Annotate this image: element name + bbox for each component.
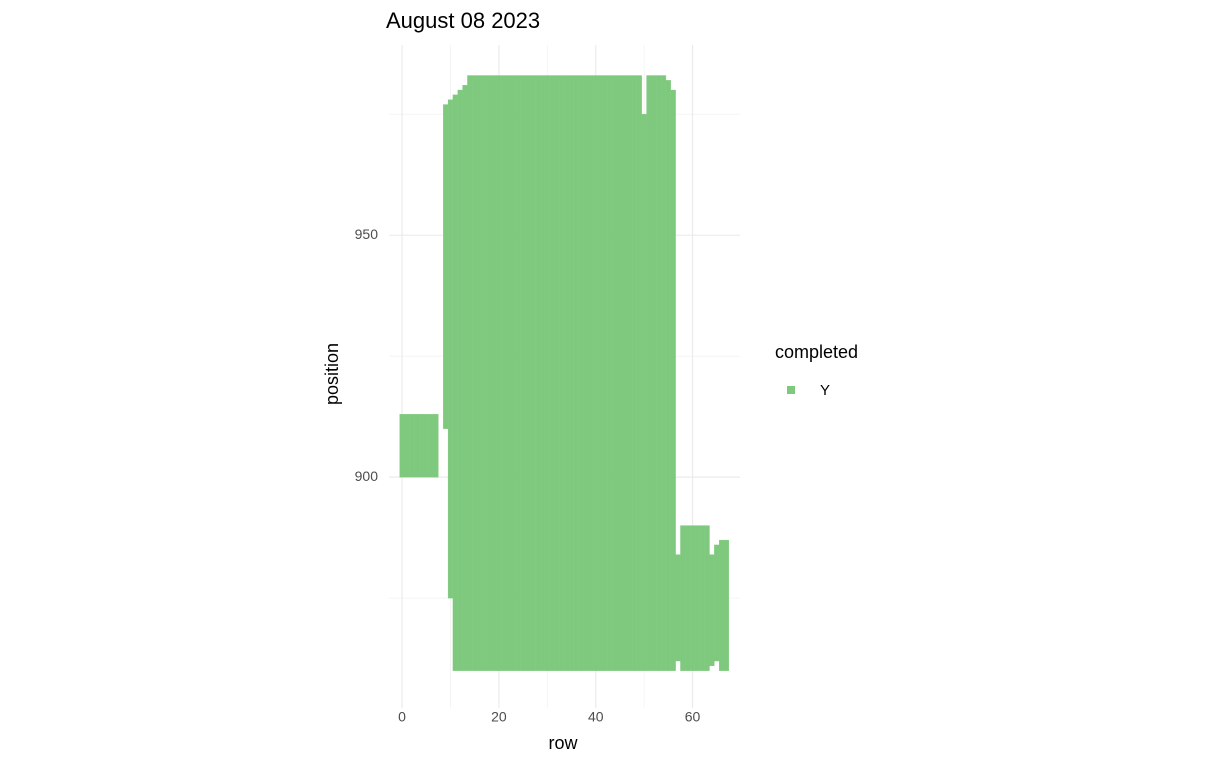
tile (428, 414, 434, 478)
tile (447, 99, 454, 599)
x-axis-label: row (548, 733, 578, 753)
tile (414, 414, 420, 478)
tile (515, 75, 521, 671)
tile (554, 75, 560, 671)
tile (689, 525, 696, 671)
tile (491, 75, 497, 671)
legend-title: completed (775, 342, 858, 362)
tile (564, 75, 570, 671)
tile (694, 525, 700, 671)
tile (530, 75, 536, 671)
tile (709, 554, 715, 667)
legend-label: Y (820, 382, 830, 399)
tile (680, 525, 686, 671)
tile (665, 80, 671, 671)
tile (593, 75, 599, 671)
tile (496, 75, 502, 671)
tile (544, 75, 550, 671)
tile (723, 539, 730, 671)
tile (457, 89, 463, 671)
tile (714, 544, 720, 662)
chart-title: August 08 2023 (386, 8, 540, 33)
tile (409, 414, 415, 478)
tile (481, 75, 487, 671)
x-tick-label: 60 (685, 709, 701, 725)
tile (443, 104, 449, 429)
tile (685, 525, 691, 671)
tile (627, 75, 633, 671)
x-tick-label: 0 (398, 709, 406, 725)
tile (578, 75, 584, 671)
tile (404, 414, 410, 478)
tile (399, 414, 405, 478)
tile (501, 75, 507, 671)
tile (433, 414, 439, 478)
tile (559, 75, 565, 671)
tile (646, 75, 652, 671)
tile (719, 539, 725, 671)
tile (476, 75, 483, 671)
tile (636, 75, 642, 671)
tile (699, 525, 705, 671)
y-tick-label: 900 (355, 468, 379, 484)
tile (612, 75, 618, 671)
tile (549, 75, 555, 671)
tile (418, 414, 425, 478)
tile (535, 75, 541, 671)
tile (467, 75, 473, 671)
tile (583, 75, 589, 671)
tile (452, 94, 458, 671)
tile (462, 85, 468, 671)
tile (525, 75, 531, 671)
tile (539, 75, 546, 671)
tile (670, 89, 676, 671)
tile (506, 75, 512, 671)
tile (631, 75, 638, 671)
y-tick-label: 950 (355, 226, 379, 242)
tile (617, 75, 623, 671)
y-axis-label: position (322, 343, 342, 405)
x-tick-label: 20 (491, 709, 507, 725)
tile (472, 75, 478, 671)
tile (704, 525, 710, 671)
tile (423, 414, 429, 478)
x-tick-label: 40 (588, 709, 604, 725)
tile (622, 75, 628, 671)
legend: Y (787, 382, 830, 399)
tile (651, 75, 657, 671)
tile (602, 75, 608, 671)
tile (510, 75, 516, 671)
tile (520, 75, 526, 671)
tile (568, 75, 575, 671)
tile (641, 114, 647, 671)
tiles (399, 75, 730, 671)
tile (486, 75, 492, 671)
tile (607, 75, 613, 671)
tile (597, 75, 604, 671)
tile (656, 75, 662, 671)
tile (573, 75, 579, 671)
legend-key (787, 386, 795, 394)
tile (660, 75, 667, 671)
tile (588, 75, 594, 671)
tile (675, 554, 681, 662)
